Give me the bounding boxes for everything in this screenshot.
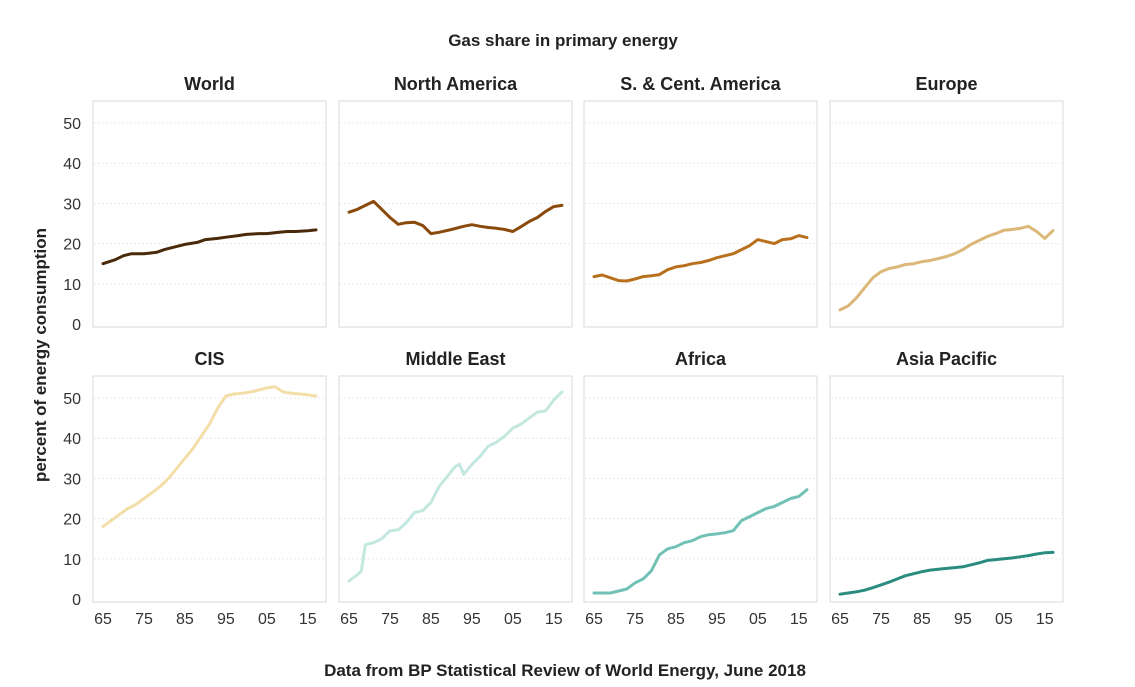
x-tick-label: 65 (585, 611, 603, 628)
source-caption: Data from BP Statistical Review of World… (324, 661, 806, 680)
y-tick-label: 30 (63, 196, 81, 213)
y-tick-label: 40 (63, 431, 81, 448)
panel-frame (829, 100, 1064, 328)
panel-frame (338, 375, 573, 603)
panel-title: Africa (675, 349, 727, 369)
x-tick-label: 95 (954, 611, 972, 628)
panel-frame (92, 100, 327, 328)
panel-frame (92, 375, 327, 603)
series-line-africa (592, 488, 809, 595)
x-tick-label: 65 (831, 611, 849, 628)
panel-title: Asia Pacific (896, 349, 997, 369)
y-tick-label: 40 (63, 156, 81, 173)
panel-frame (829, 375, 1064, 603)
x-tick-label: 85 (667, 611, 685, 628)
panel-africa: Africa 65 75 85 95 05 15 (583, 349, 818, 628)
panel-middle-east: Middle East 65 75 85 95 05 15 (338, 349, 573, 628)
series-line-middle-east (347, 390, 564, 583)
x-tick-label: 05 (749, 611, 767, 628)
x-tick-label: 15 (545, 611, 563, 628)
panel-asia-pacific: Asia Pacific 65 75 85 95 05 15 (829, 349, 1064, 628)
panels-group: World 0 10 20 30 40 50 North America S. & Cent. … (63, 74, 1064, 628)
x-tick-label: 15 (1036, 611, 1054, 628)
y-tick-label: 0 (72, 592, 81, 609)
panel-cis: CIS 0 10 20 30 40 50 65 75 85 95 05 15 (63, 349, 327, 628)
x-tick-label: 75 (135, 611, 153, 628)
x-tick-label: 05 (504, 611, 522, 628)
panel-title: CIS (194, 349, 224, 369)
x-tick-label: 95 (463, 611, 481, 628)
x-tick-label: 65 (340, 611, 358, 628)
series-line-asia-pacific (838, 550, 1055, 596)
y-tick-label: 20 (63, 512, 81, 529)
series-line-s-cent-america (592, 234, 809, 283)
x-tick-label: 85 (176, 611, 194, 628)
x-tick-label: 75 (626, 611, 644, 628)
y-tick-label: 30 (63, 471, 81, 488)
series-line-north-america (347, 199, 564, 236)
x-tick-label: 65 (94, 611, 112, 628)
panel-title: S. & Cent. America (620, 74, 781, 94)
series-line-europe (838, 224, 1055, 312)
x-tick-label: 85 (913, 611, 931, 628)
y-tick-label: 10 (63, 552, 81, 569)
y-axis-label: percent of energy consumption (31, 228, 50, 482)
x-tick-label: 75 (381, 611, 399, 628)
x-tick-label: 85 (422, 611, 440, 628)
y-tick-label: 10 (63, 277, 81, 294)
panel-frame (583, 100, 818, 328)
chart-title: Gas share in primary energy (448, 31, 678, 50)
y-tick-label: 50 (63, 391, 81, 408)
series-line-cis (101, 385, 318, 529)
panel-title: Middle East (405, 349, 505, 369)
panel-title: Europe (915, 74, 977, 94)
x-tick-label: 75 (872, 611, 890, 628)
y-tick-label: 50 (63, 116, 81, 133)
y-tick-label: 20 (63, 237, 81, 254)
panel-title: North America (394, 74, 518, 94)
panel-frame (338, 100, 573, 328)
y-tick-label: 0 (72, 317, 81, 334)
x-tick-label: 15 (790, 611, 808, 628)
panel-world: World 0 10 20 30 40 50 (63, 74, 327, 334)
panel-north-america: North America (338, 74, 573, 328)
panel-frame (583, 375, 818, 603)
series-line-world (101, 228, 318, 266)
x-tick-label: 05 (258, 611, 276, 628)
x-tick-label: 95 (217, 611, 235, 628)
x-tick-label: 95 (708, 611, 726, 628)
panel-title: World (184, 74, 235, 94)
x-tick-label: 05 (995, 611, 1013, 628)
panel-s-cent-america: S. & Cent. America (583, 74, 818, 328)
panel-europe: Europe (829, 74, 1064, 328)
x-tick-label: 15 (299, 611, 317, 628)
